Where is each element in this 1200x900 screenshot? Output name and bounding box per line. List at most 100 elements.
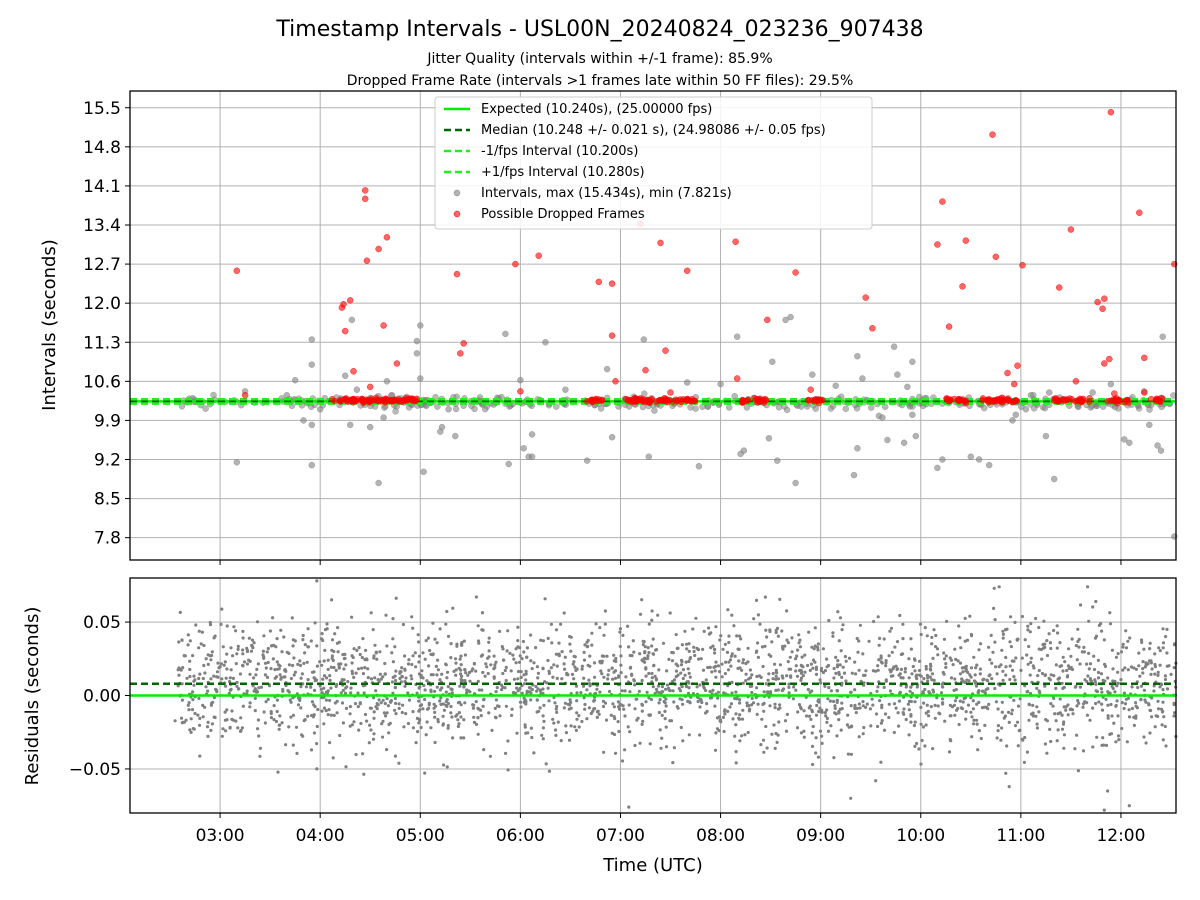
dropped-frame-point — [1019, 261, 1026, 269]
residual-point — [1091, 706, 1095, 710]
residual-point — [767, 672, 771, 676]
residual-point — [472, 715, 476, 719]
residual-point — [481, 704, 485, 709]
residual-point — [305, 660, 309, 664]
residual-point — [417, 699, 421, 703]
residual-point — [650, 618, 654, 622]
residual-point — [380, 722, 384, 726]
residual-point — [845, 723, 850, 727]
residual-point — [1139, 684, 1144, 688]
residual-point — [755, 712, 759, 717]
residual-point — [1028, 673, 1032, 677]
residual-point — [224, 684, 228, 688]
residual-point — [1095, 690, 1099, 694]
residual-point — [510, 713, 514, 718]
residual-point — [924, 723, 928, 727]
residual-point — [710, 670, 714, 674]
residual-point — [335, 699, 339, 703]
residual-point — [912, 657, 917, 661]
residual-point — [926, 679, 930, 683]
residual-point — [712, 647, 717, 652]
residual-point — [927, 714, 931, 718]
interval-point — [417, 375, 424, 382]
residual-point — [801, 674, 806, 678]
residual-point — [522, 650, 526, 654]
residual-point — [943, 657, 947, 661]
residual-point — [773, 706, 777, 710]
residual-point — [535, 689, 539, 693]
residual-point — [1029, 656, 1033, 660]
residual-point — [697, 657, 701, 661]
residual-point — [761, 664, 765, 669]
residual-point — [810, 731, 814, 735]
residual-point — [329, 713, 333, 717]
residual-point — [837, 718, 841, 722]
residual-point — [811, 666, 815, 670]
residual-point — [1018, 697, 1022, 701]
residual-point — [1141, 667, 1145, 671]
residual-point — [874, 712, 879, 716]
residual-point — [932, 678, 936, 683]
residual-point — [368, 723, 372, 727]
residual-point — [1144, 700, 1148, 704]
residual-point — [1013, 678, 1017, 682]
x-tick-label: 03:00 — [196, 826, 245, 846]
residual-point — [957, 722, 961, 727]
residual-point — [215, 675, 219, 679]
residual-point — [386, 704, 390, 708]
residual-point — [263, 673, 267, 677]
residual-point — [411, 626, 415, 630]
residual-point — [196, 713, 200, 717]
dropped-frame-point — [688, 395, 696, 403]
residual-point — [688, 701, 692, 705]
residual-point — [806, 687, 810, 692]
residual-point — [785, 674, 789, 678]
residual-point — [331, 756, 335, 760]
residual-point — [1148, 641, 1152, 645]
residual-point — [407, 658, 411, 662]
residual-point — [917, 747, 921, 751]
residual-point — [349, 691, 353, 695]
residual-point — [401, 703, 405, 707]
residual-point — [705, 702, 709, 706]
residual-point — [546, 636, 550, 641]
residual-point — [492, 675, 496, 679]
dropped-frame-point — [815, 396, 823, 404]
dropped-frame-point — [457, 350, 464, 357]
residual-point — [1031, 664, 1035, 668]
interval-point — [210, 391, 217, 399]
residual-point — [797, 633, 801, 637]
residual-point — [614, 659, 618, 664]
interval-point — [832, 382, 839, 390]
residual-point — [492, 654, 496, 658]
residual-point — [266, 646, 270, 651]
residual-point — [651, 685, 655, 689]
residual-point — [365, 719, 369, 723]
dropped-frame-point — [391, 396, 399, 404]
dropped-frame-point — [341, 327, 349, 335]
residual-point — [394, 596, 398, 600]
residual-point — [242, 660, 247, 664]
residual-point — [479, 708, 483, 712]
residual-point — [310, 700, 314, 704]
residual-point — [913, 669, 917, 673]
residual-point — [1157, 646, 1161, 650]
residual-point — [979, 736, 983, 741]
residual-point — [619, 671, 623, 675]
residual-point — [1063, 660, 1067, 664]
residual-point — [418, 704, 422, 708]
residual-point — [965, 678, 969, 682]
residual-point — [180, 698, 184, 702]
residual-point — [1120, 726, 1124, 731]
residual-point — [1158, 649, 1162, 653]
residual-point — [229, 646, 233, 650]
residual-point — [1138, 674, 1142, 678]
residual-point — [583, 707, 587, 711]
residual-point — [627, 703, 631, 707]
residual-point — [1116, 652, 1120, 656]
residual-point — [177, 640, 181, 644]
residual-point — [280, 650, 284, 654]
residual-point — [600, 672, 604, 676]
residual-point — [350, 654, 354, 658]
residual-point — [262, 634, 266, 638]
